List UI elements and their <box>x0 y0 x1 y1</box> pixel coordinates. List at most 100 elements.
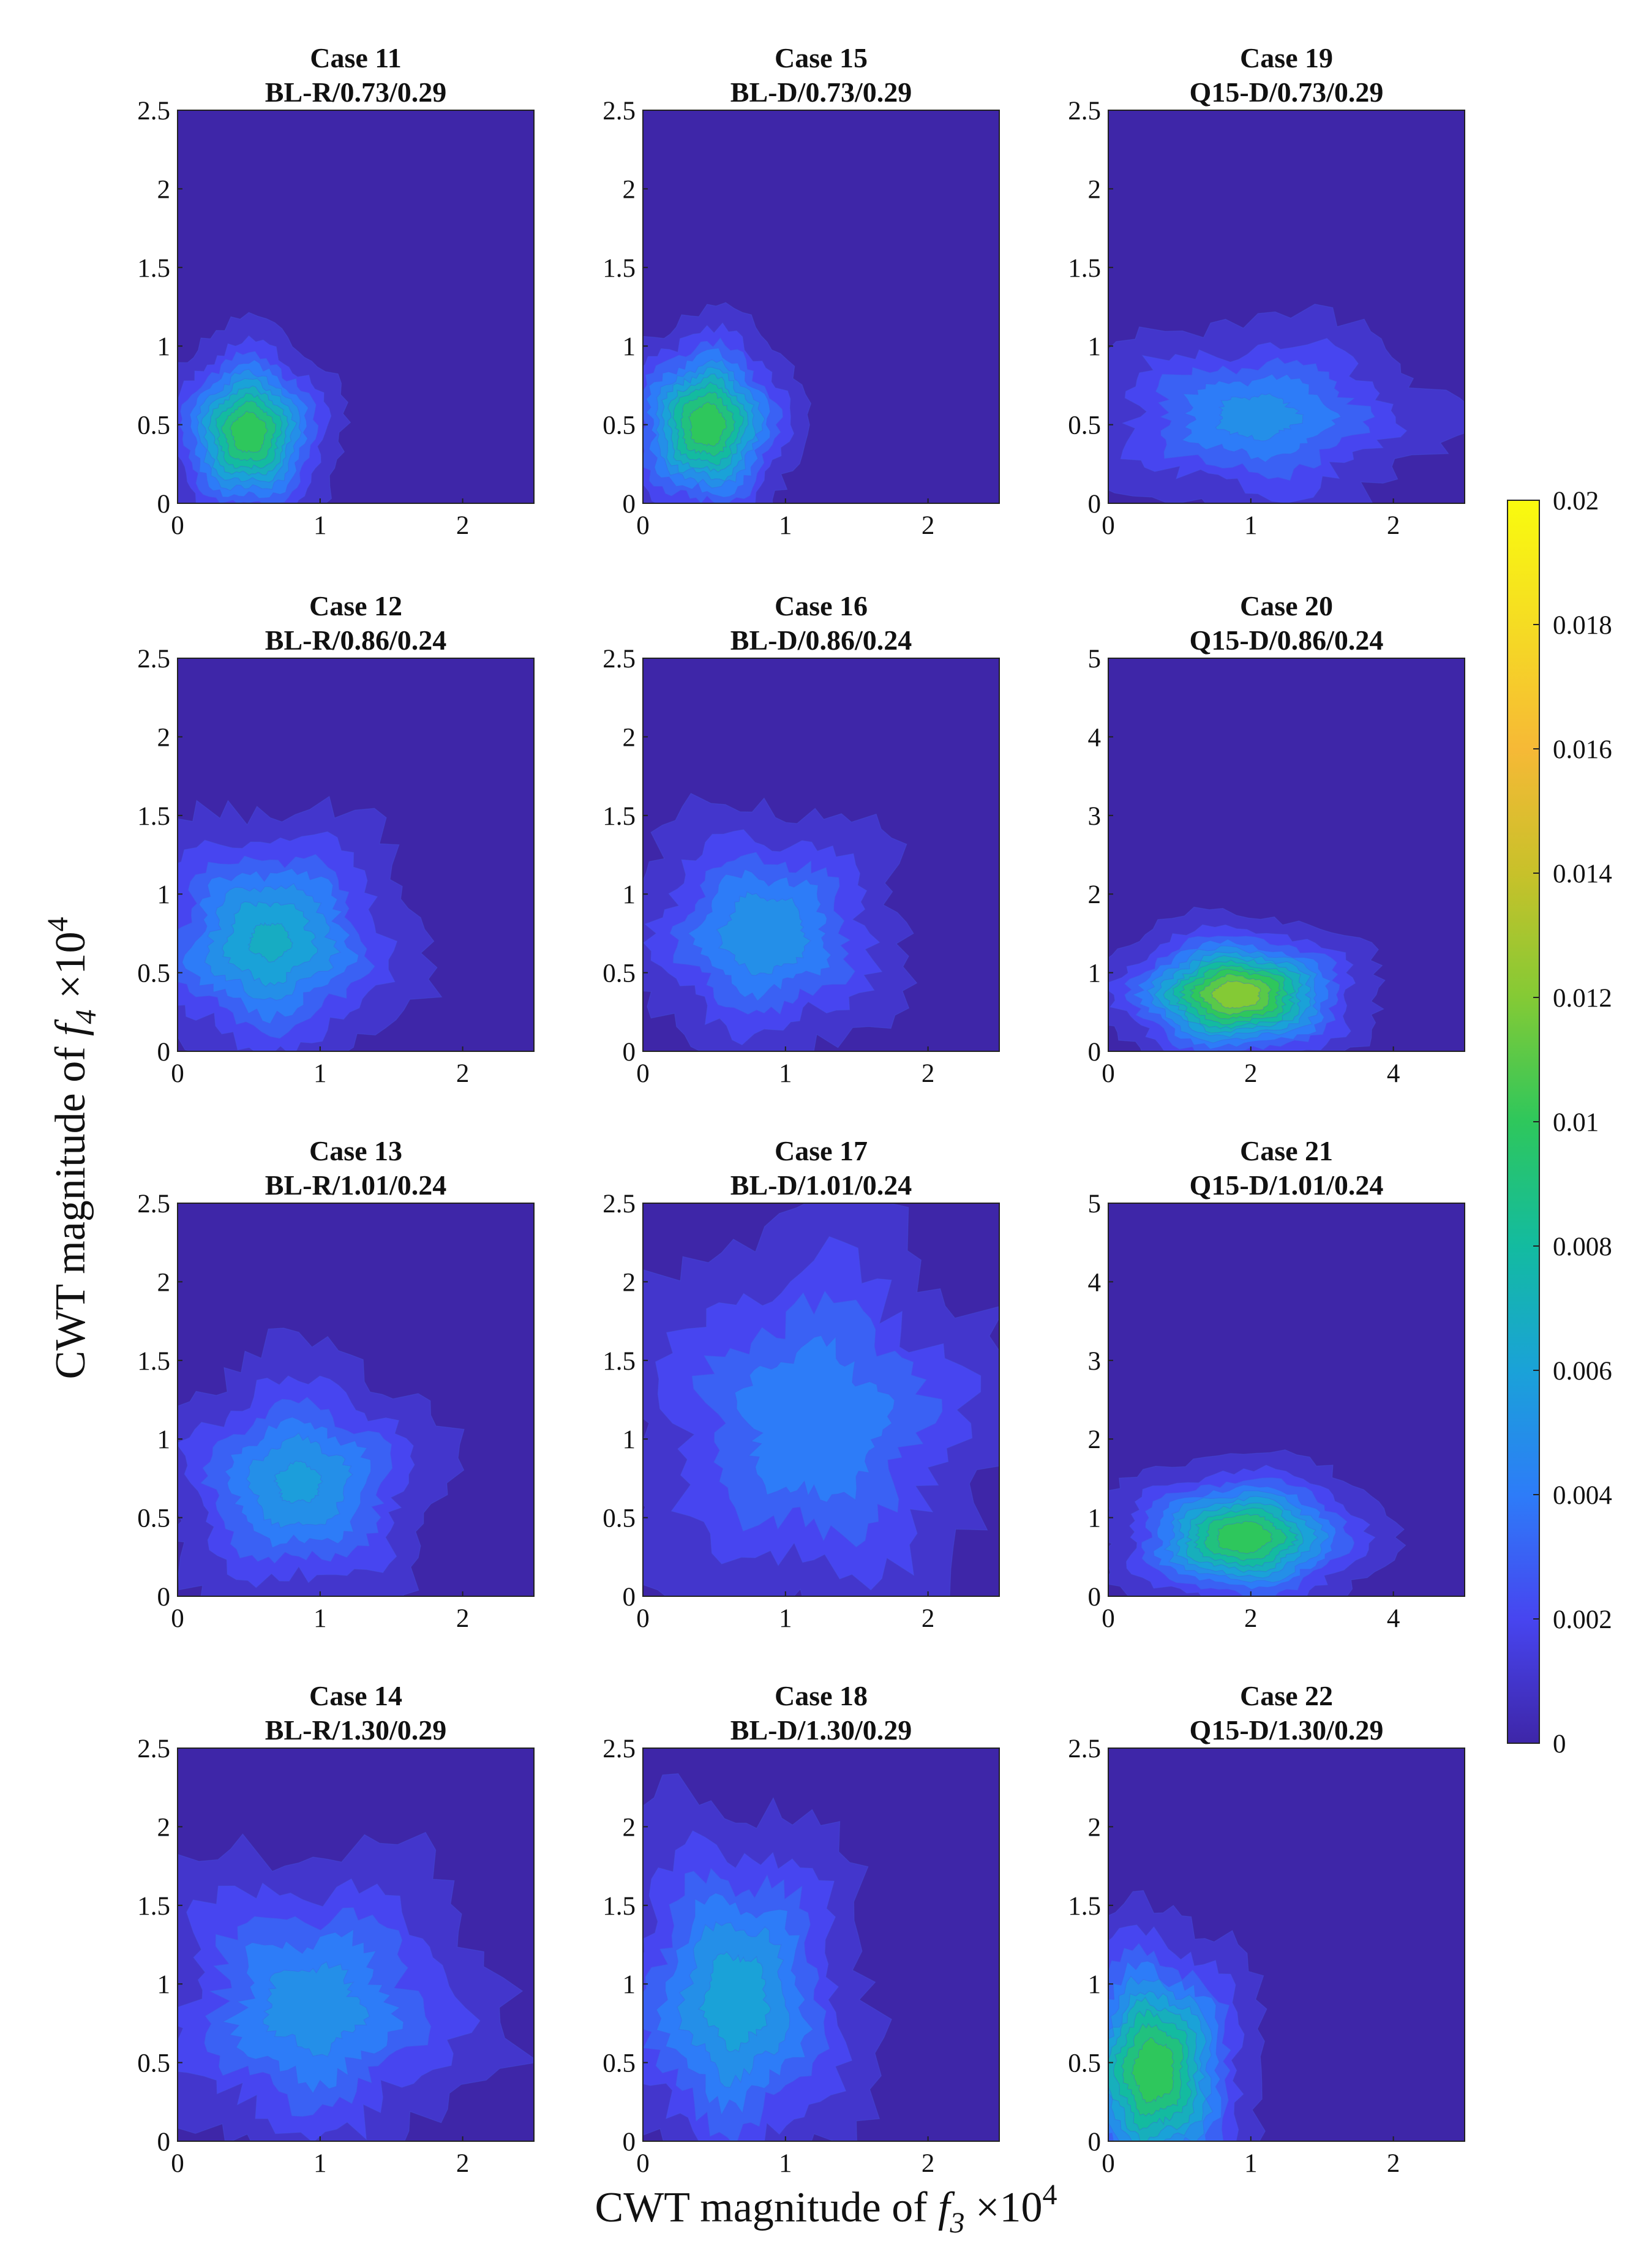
y-tick-label: 4 <box>1088 723 1102 752</box>
panel-config-label: BL-D/0.73/0.29 <box>730 77 912 108</box>
contour-band <box>1216 1520 1274 1555</box>
x-tick-label: 0 <box>171 1604 184 1633</box>
x-tick-label: 0 <box>636 511 650 540</box>
y-tick-label: 1 <box>157 332 171 361</box>
axes-frame <box>177 1748 535 2142</box>
x-tick-label: 2 <box>456 1059 470 1088</box>
panel-config-label: Q15-D/0.73/0.29 <box>1190 77 1384 108</box>
colorbar-tick-label: 0.006 <box>1553 1357 1612 1386</box>
x-tick-label: 0 <box>171 511 184 540</box>
axes-frame <box>1108 658 1465 1052</box>
panel-config-label: BL-R/0.73/0.29 <box>265 77 446 108</box>
y-tick-label: 3 <box>1088 1347 1102 1376</box>
panels-layer: Case 11 BL-R/0.73/0.29 0 0.5 1 1.5 2 2.5 0 1 2 Case… <box>137 42 1465 2178</box>
y-tick-label: 1 <box>623 1425 636 1454</box>
panel-config-label: BL-D/1.30/0.29 <box>730 1714 912 1746</box>
panel-case-title: Case 19 <box>1240 42 1333 73</box>
y-tick-label: 1 <box>1088 1504 1102 1533</box>
x-tick-label: 1 <box>1244 2149 1258 2178</box>
colorbar-tick-label: 0.01 <box>1553 1108 1599 1137</box>
x-tick-label: 1 <box>314 511 327 540</box>
y-tick-label: 0.5 <box>603 959 636 988</box>
y-tick-label: 0.5 <box>1068 411 1101 440</box>
x-tick-label: 2 <box>922 1059 935 1088</box>
x-tick-label: 1 <box>314 1604 327 1633</box>
y-tick-label: 0.5 <box>1068 2049 1101 2078</box>
axes-frame <box>177 658 535 1052</box>
y-tick-label: 2 <box>623 175 636 204</box>
y-tick-label: 2 <box>623 723 636 752</box>
label-exponent: 4 <box>42 917 74 932</box>
panel-case-title: Case 16 <box>775 590 868 621</box>
x-tick-label: 4 <box>1387 1059 1400 1088</box>
y-tick-label: 0 <box>623 490 636 519</box>
y-tick-label: 1 <box>1088 959 1102 988</box>
x-tick-label: 1 <box>1244 511 1258 540</box>
panel-config-label: Q15-D/1.30/0.29 <box>1190 1714 1384 1746</box>
axes-frame <box>642 658 1000 1052</box>
y-tick-label: 2 <box>623 1268 636 1297</box>
colorbar-tick-label: 0.02 <box>1553 487 1599 516</box>
y-tick-label: 1.5 <box>603 254 636 283</box>
y-tick-label: 2 <box>157 723 171 752</box>
y-tick-label: 2 <box>623 1813 636 1842</box>
y-tick-label: 1 <box>1088 1970 1102 1999</box>
y-axis-label: CWT magnitude of f4 ×104 <box>42 917 102 1380</box>
y-tick-label: 2 <box>157 1813 171 1842</box>
contour-band <box>688 402 727 447</box>
y-tick-label: 0 <box>157 2128 171 2157</box>
contour-bands <box>643 302 812 503</box>
x-tick-label: 2 <box>1244 1059 1258 1088</box>
y-tick-label: 1 <box>623 332 636 361</box>
panel-1: Case 11 BL-R/0.73/0.29 0 0.5 1 1.5 2 2.5 0 1 2 <box>137 42 535 540</box>
colorbar-tick-label: 0.014 <box>1553 860 1612 888</box>
x-tick-label: 2 <box>1387 2149 1400 2178</box>
y-tick-label: 0.5 <box>137 1504 170 1533</box>
x-tick-label: 2 <box>456 511 470 540</box>
colorbar-tick-label: 0.012 <box>1553 984 1612 1013</box>
x-tick-label: 1 <box>314 1059 327 1088</box>
y-tick-label: 4 <box>1088 1268 1102 1297</box>
panel-case-title: Case 11 <box>310 42 402 73</box>
y-tick-label: 2 <box>1088 880 1102 909</box>
contour-bands <box>178 795 443 1051</box>
y-tick-label: 0 <box>623 1583 636 1612</box>
y-tick-label: 0 <box>157 1038 171 1067</box>
label-times: ×10 <box>47 932 94 1010</box>
y-tick-label: 2.5 <box>137 1735 170 1763</box>
y-tick-label: 1 <box>623 1970 636 1999</box>
panel-case-title: Case 15 <box>775 42 868 73</box>
y-tick-label: 1 <box>623 880 636 909</box>
panel-6: Case 20 Q15-D/0.86/0.24 0 1 2 3 4 5 0 2 4 <box>1088 590 1465 1088</box>
y-tick-label: 2.5 <box>603 645 636 674</box>
axes-frame <box>642 1748 1000 2142</box>
y-tick-label: 0 <box>1088 490 1102 519</box>
x-tick-label: 0 <box>1102 1059 1115 1088</box>
y-tick-label: 2.5 <box>603 1735 636 1763</box>
y-tick-label: 1.5 <box>137 254 170 283</box>
y-tick-label: 1.5 <box>137 1892 170 1921</box>
colorbar-tick-label: 0.018 <box>1553 611 1612 640</box>
y-tick-label: 2.5 <box>1068 1735 1101 1763</box>
contour-band <box>1130 2037 1175 2104</box>
y-tick-label: 2 <box>1088 1813 1102 1842</box>
panel-config-label: BL-R/1.01/0.24 <box>265 1169 446 1201</box>
y-tick-label: 0.5 <box>137 411 170 440</box>
panel-4: Case 12 BL-R/0.86/0.24 0 0.5 1 1.5 2 2.5 0 1 2 <box>137 590 535 1088</box>
y-tick-label: 0 <box>1088 1583 1102 1612</box>
x-tick-label: 2 <box>1244 1604 1258 1633</box>
y-tick-label: 1.5 <box>603 802 636 831</box>
y-tick-label: 0 <box>157 490 171 519</box>
panel-case-title: Case 21 <box>1240 1135 1333 1166</box>
x-tick-label: 2 <box>922 1604 935 1633</box>
x-tick-label: 1 <box>779 1059 792 1088</box>
x-tick-label: 1 <box>779 2149 792 2178</box>
label-times: ×10 <box>965 2184 1043 2231</box>
y-tick-label: 0 <box>623 2128 636 2157</box>
contour-bands <box>1108 906 1386 1051</box>
contour-bands <box>643 792 918 1051</box>
